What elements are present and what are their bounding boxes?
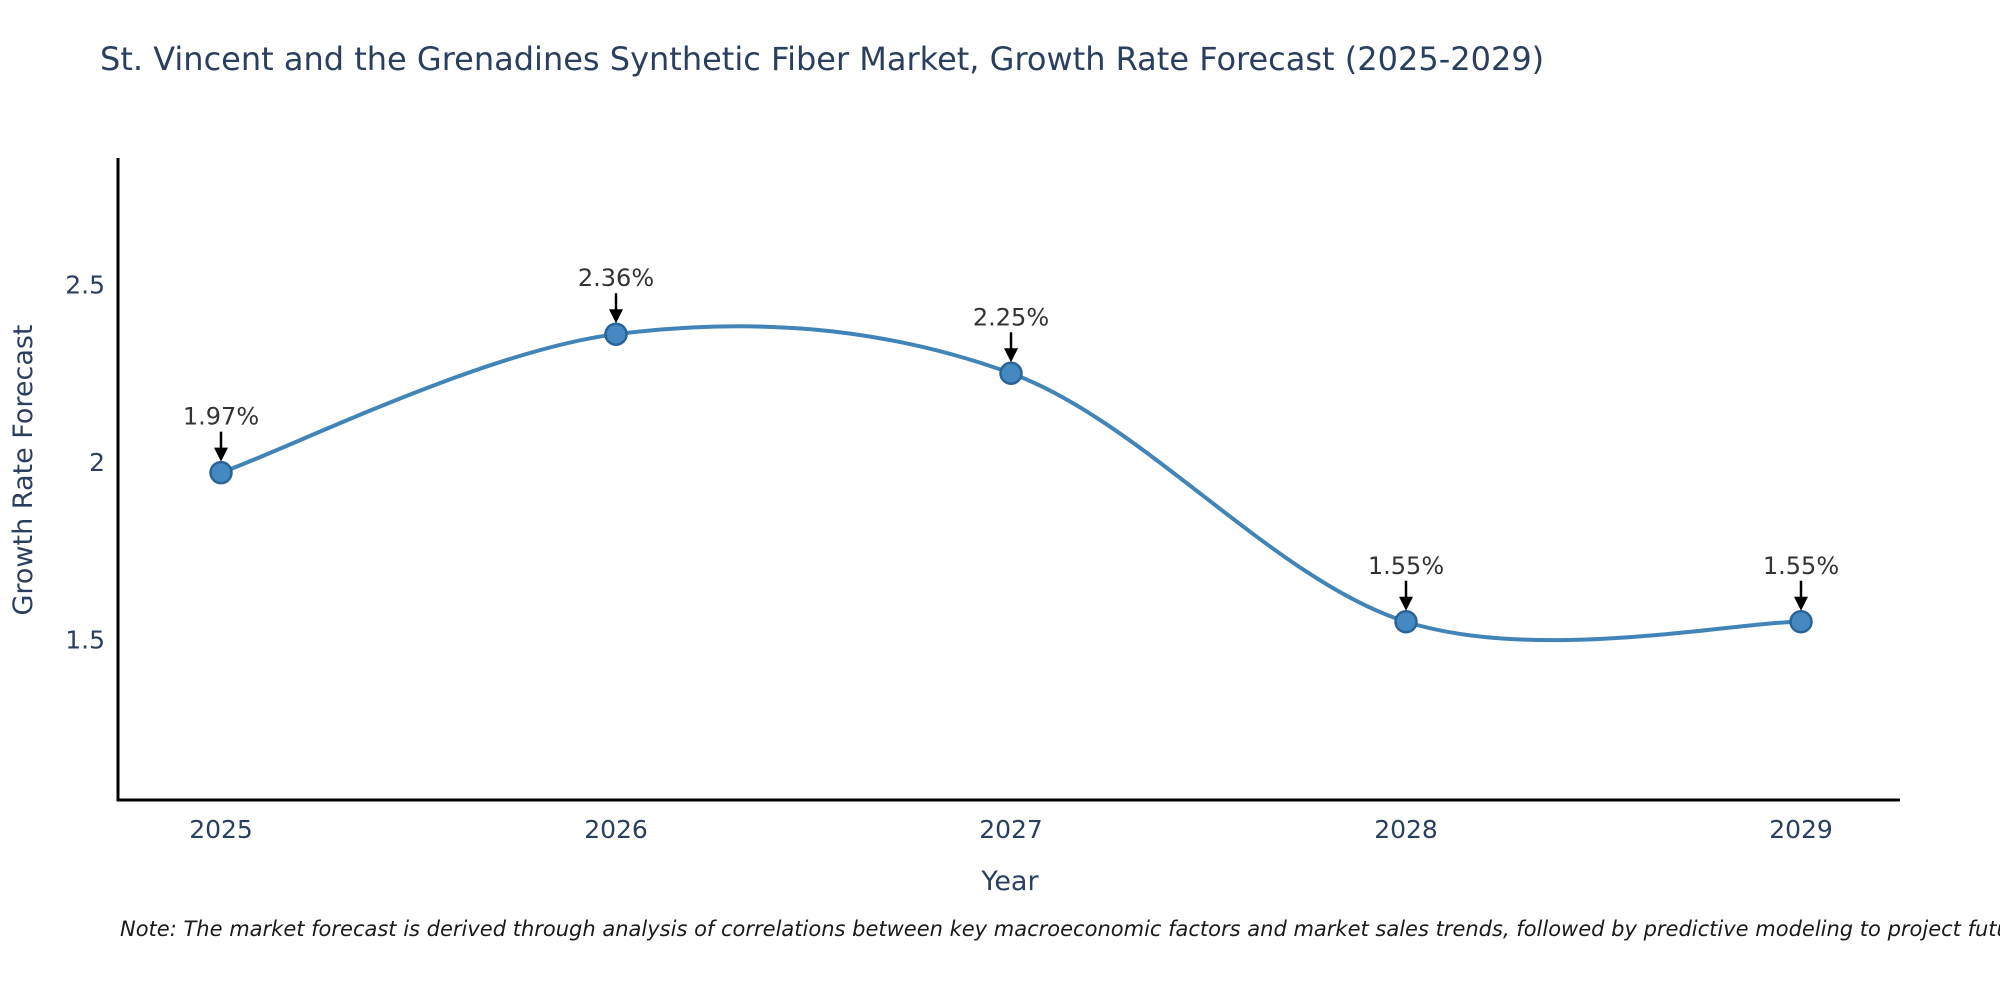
x-axis-title: Year [980, 866, 1039, 897]
x-tick-label: 2028 [1374, 815, 1438, 844]
y-tick-label: 1.5 [65, 626, 105, 655]
annotation-arrowhead-icon [609, 309, 623, 324]
y-axis-tick-labels: 1.5 2 2.5 [65, 271, 105, 655]
annotation-arrowhead-icon [1399, 596, 1413, 611]
data-point-marker [999, 361, 1023, 385]
data-point-label: 1.55% [1368, 552, 1444, 580]
y-tick-label: 2 [89, 448, 105, 477]
y-axis-title: Growth Rate Forecast [8, 324, 39, 615]
x-tick-label: 2025 [189, 815, 253, 844]
data-point-marker [1394, 610, 1418, 634]
x-axis-tick-labels: 2025 2026 2027 2028 2029 [189, 815, 1833, 844]
data-point-label: 1.97% [183, 403, 259, 431]
x-tick-label: 2029 [1769, 815, 1833, 844]
data-point-markers [209, 322, 1813, 634]
data-point-label: 1.55% [1763, 552, 1839, 580]
data-point-label: 2.36% [578, 264, 654, 292]
chart-title: St. Vincent and the Grenadines Synthetic… [100, 40, 1545, 78]
x-tick-label: 2026 [584, 815, 648, 844]
annotation-arrowhead-icon [1004, 348, 1018, 363]
x-tick-label: 2027 [979, 815, 1043, 844]
y-tick-label: 2.5 [65, 271, 105, 300]
data-point-marker [209, 460, 233, 485]
chart-footnote: Note: The market forecast is derived thr… [120, 917, 2000, 941]
data-point-marker [1789, 610, 1813, 634]
data-point-label: 2.25% [973, 303, 1049, 331]
annotation-arrowhead-icon [214, 447, 228, 462]
data-point-marker [604, 322, 628, 346]
annotation-arrowhead-icon [1794, 596, 1808, 611]
data-point-annotations: 1.97% 2.36% 2.25% 1.55% 1.55% [183, 264, 1839, 611]
